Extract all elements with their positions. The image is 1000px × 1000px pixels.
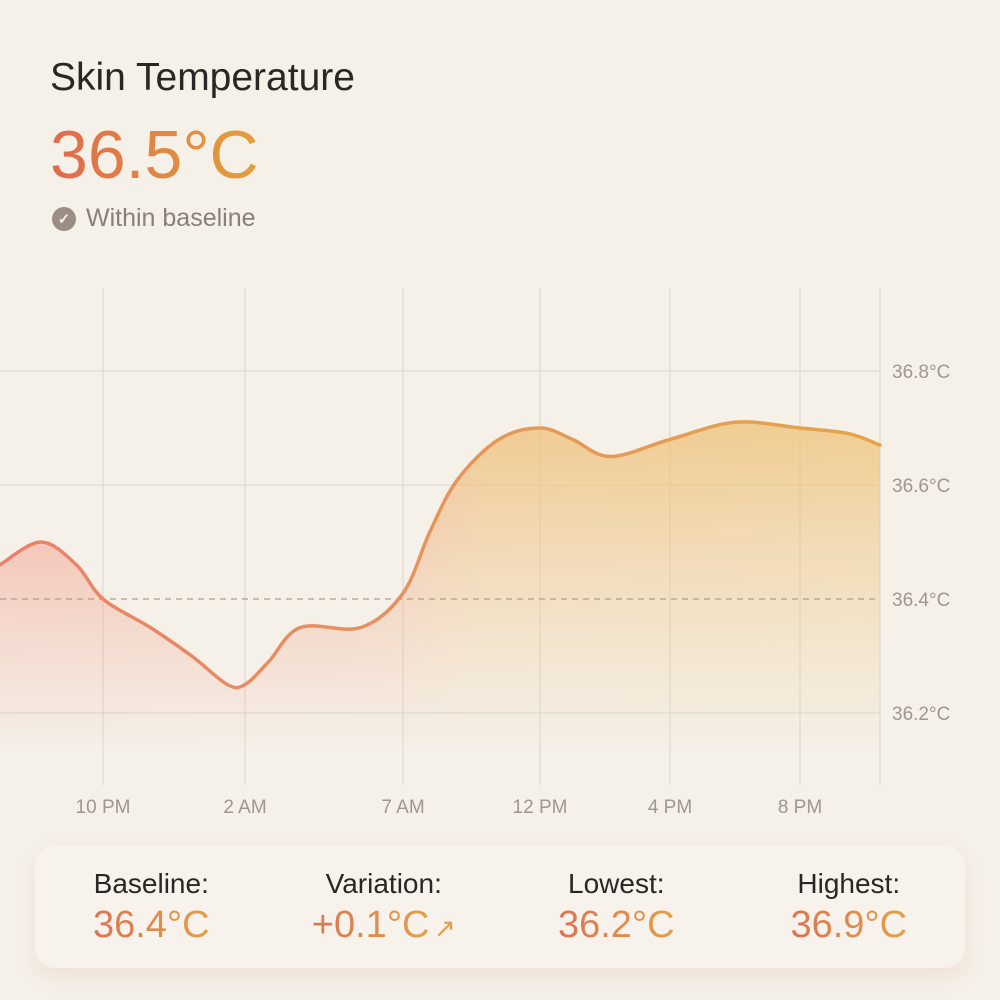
stat-variation: Variation: +0.1°C ↗ [268, 846, 501, 968]
status-text: Within baseline [86, 204, 256, 232]
temperature-area [0, 421, 880, 760]
y-tick-label: 36.6°C [892, 476, 950, 497]
x-tick-label: 4 PM [648, 797, 692, 818]
current-temperature: 36.5°C [50, 117, 259, 193]
stat-value: 36.2°C [557, 904, 675, 946]
x-tick-label: 8 PM [778, 797, 822, 818]
stat-value: 36.4°C [92, 904, 210, 946]
stat-highest: Highest: 36.9°C [733, 846, 966, 968]
temperature-chart: 36.8°C 36.6°C 36.4°C 36.2°C 10 PM 2 AM 7 AM 12 … [0, 288, 950, 818]
y-tick-label: 36.4°C [892, 590, 950, 611]
stat-label: Baseline: [93, 868, 209, 899]
x-tick-label: 7 AM [381, 797, 424, 818]
stat-baseline: Baseline: 36.4°C [35, 846, 268, 968]
y-tick-label: 36.2°C [892, 704, 950, 725]
stats-panel: Baseline: 36.4°C Variation: +0.1°C ↗ Low… [35, 846, 965, 968]
status-indicator: ✓ Within baseline [52, 204, 256, 233]
stat-label: Highest: [797, 868, 901, 899]
arrow-up-right-icon: ↗ [433, 913, 456, 943]
x-tick-label: 2 AM [223, 797, 266, 818]
stat-value: 36.9°C [790, 904, 908, 946]
stat-label: Lowest: [568, 868, 665, 899]
x-tick-label: 12 PM [513, 797, 568, 818]
x-tick-label: 10 PM [76, 797, 131, 818]
stat-lowest: Lowest: 36.2°C [500, 846, 733, 968]
y-tick-label: 36.8°C [892, 362, 950, 383]
page-title: Skin Temperature [50, 56, 355, 99]
check-circle-icon: ✓ [52, 206, 76, 231]
temperature-line [0, 420, 882, 690]
stat-value: +0.1°C [311, 904, 430, 946]
stat-label: Variation: [325, 868, 442, 899]
